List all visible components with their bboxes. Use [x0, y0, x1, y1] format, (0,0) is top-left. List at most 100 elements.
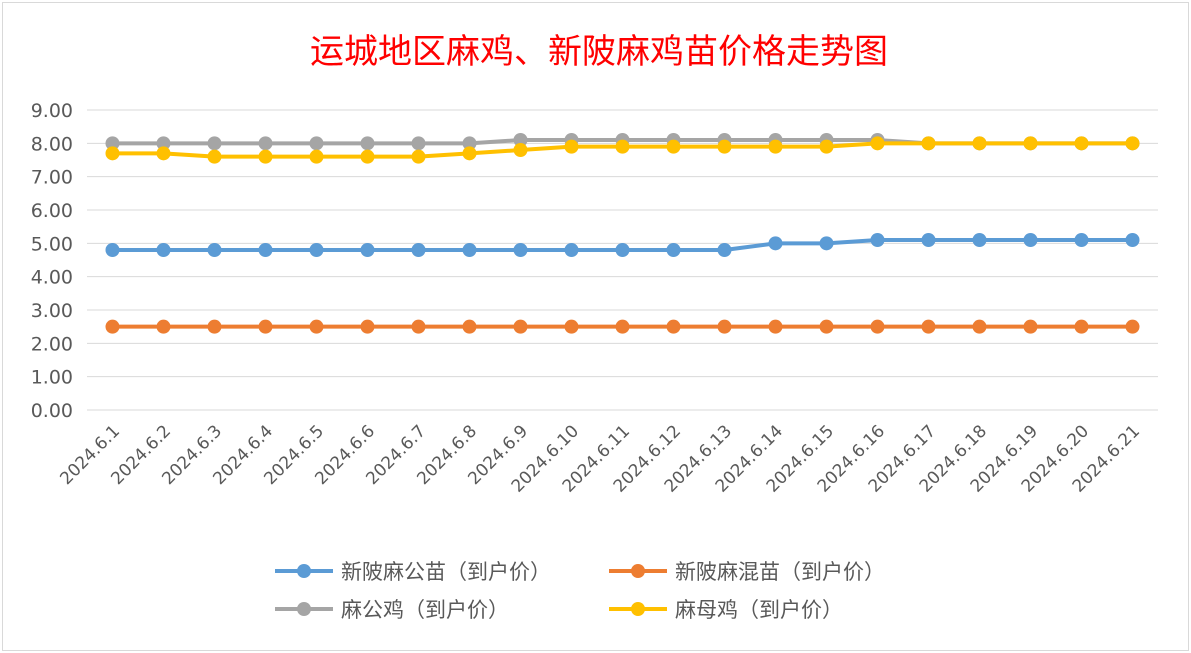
data-point — [360, 319, 375, 334]
data-point — [972, 233, 987, 247]
legend-marker — [297, 602, 311, 616]
data-point — [972, 319, 987, 334]
data-point — [309, 136, 324, 151]
legend-marker — [631, 564, 645, 578]
legend-item: 新陂麻公苗（到户价） — [275, 560, 551, 584]
data-point — [156, 136, 171, 151]
data-point — [105, 243, 120, 257]
legend-label: 新陂麻公苗（到户价） — [341, 560, 551, 584]
data-point — [258, 149, 273, 164]
x-axis-ticks: 2024.6.12024.6.22024.6.32024.6.42024.6.5… — [56, 421, 1144, 496]
data-point — [207, 243, 222, 257]
y-tick-label: 8.00 — [31, 133, 73, 155]
data-point — [513, 243, 528, 257]
y-axis-ticks: 0.00 1.00 2.00 3.00 4.00 5.00 6.00 7.00 8.00 9.00 — [31, 100, 73, 422]
series-group — [105, 133, 1140, 334]
data-point — [1023, 136, 1038, 151]
data-point — [411, 319, 426, 334]
data-point — [360, 243, 375, 257]
data-point — [258, 136, 273, 151]
data-point — [411, 243, 426, 257]
legend-label: 麻公鸡（到户价） — [341, 598, 509, 622]
y-tick-label: 0.00 — [31, 400, 73, 422]
data-point — [1023, 233, 1038, 247]
data-point — [870, 136, 885, 151]
data-point — [462, 136, 477, 151]
data-point — [1125, 136, 1140, 151]
data-point — [1125, 319, 1140, 334]
data-point — [666, 319, 681, 334]
legend-label: 麻母鸡（到户价） — [675, 598, 843, 622]
data-point — [1074, 136, 1089, 151]
data-point — [411, 149, 426, 164]
data-point — [717, 319, 732, 334]
data-point — [1023, 319, 1038, 334]
data-point — [207, 136, 222, 151]
data-point — [462, 319, 477, 334]
data-point — [462, 243, 477, 257]
data-point — [156, 319, 171, 334]
data-point — [666, 139, 681, 154]
data-point — [768, 139, 783, 154]
y-tick-label: 6.00 — [31, 200, 73, 222]
data-point — [615, 243, 630, 257]
data-point — [513, 319, 528, 334]
data-point — [921, 136, 936, 151]
data-point — [564, 139, 579, 154]
data-point — [309, 319, 324, 334]
data-point — [258, 243, 273, 257]
data-point — [258, 319, 273, 334]
data-point — [615, 139, 630, 154]
data-point — [564, 243, 579, 257]
data-point — [972, 136, 987, 151]
legend-item: 新陂麻混苗（到户价） — [609, 560, 885, 584]
legend: 新陂麻公苗（到户价） 新陂麻混苗（到户价） 麻公鸡（到户价） 麻母鸡（到户价） — [275, 560, 885, 622]
series-1 — [105, 319, 1140, 334]
legend-item: 麻母鸡（到户价） — [609, 598, 843, 622]
y-tick-label: 2.00 — [31, 333, 73, 355]
data-point — [309, 149, 324, 164]
data-point — [105, 319, 120, 334]
data-point — [1074, 233, 1089, 247]
data-point — [156, 146, 171, 161]
legend-item: 麻公鸡（到户价） — [275, 598, 509, 622]
data-point — [615, 319, 630, 334]
data-point — [207, 319, 222, 334]
data-point — [360, 149, 375, 164]
series-0 — [105, 233, 1140, 257]
data-point — [360, 136, 375, 151]
data-point — [513, 133, 528, 147]
y-tick-label: 3.00 — [31, 300, 73, 322]
legend-marker — [631, 602, 645, 616]
data-point — [768, 319, 783, 334]
series-3 — [105, 136, 1140, 164]
legend-label: 新陂麻混苗（到户价） — [675, 560, 885, 584]
data-point — [156, 243, 171, 257]
legend-marker — [297, 564, 311, 578]
data-point — [870, 233, 885, 247]
data-point — [819, 139, 834, 154]
data-point — [1125, 233, 1140, 247]
y-tick-label: 1.00 — [31, 367, 73, 389]
data-point — [819, 319, 834, 334]
data-point — [870, 319, 885, 334]
data-point — [717, 139, 732, 154]
line-chart: 运城地区麻鸡、新陂麻鸡苗价格走势图 0.00 1.00 2.00 3.00 4.00 5.… — [31, 32, 1158, 622]
data-point — [513, 143, 528, 157]
data-point — [105, 136, 120, 151]
data-point — [1074, 319, 1089, 334]
data-point — [207, 149, 222, 164]
data-point — [411, 136, 426, 151]
y-tick-label: 4.00 — [31, 267, 73, 289]
y-tick-label: 9.00 — [31, 100, 73, 122]
data-point — [717, 243, 732, 257]
chart-title: 运城地区麻鸡、新陂麻鸡苗价格走势图 — [310, 32, 888, 72]
data-point — [819, 236, 834, 251]
data-point — [564, 319, 579, 334]
data-point — [768, 236, 783, 251]
data-point — [309, 243, 324, 257]
data-point — [462, 146, 477, 161]
y-tick-label: 5.00 — [31, 233, 73, 255]
data-point — [666, 243, 681, 257]
